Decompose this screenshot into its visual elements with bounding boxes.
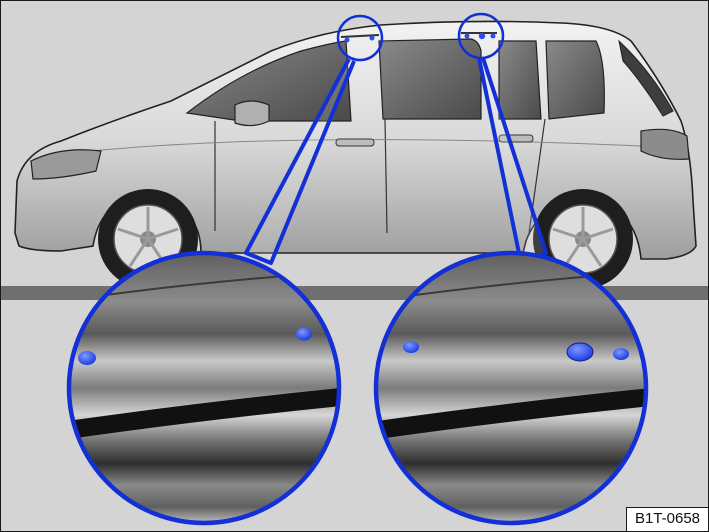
mounting-point-marker bbox=[403, 341, 419, 353]
mounting-point-marker bbox=[296, 327, 312, 341]
callout-connector-left bbox=[244, 58, 356, 265]
mounting-point-marker bbox=[613, 348, 629, 360]
car-body bbox=[14, 20, 697, 289]
mounting-point-marker bbox=[78, 351, 96, 365]
magnified-detail-left bbox=[66, 250, 342, 526]
mounting-point-marker bbox=[566, 342, 594, 362]
magnified-detail-right bbox=[373, 250, 649, 526]
figure-code: B1T-0658 bbox=[625, 507, 708, 531]
roof-callout-left bbox=[336, 14, 384, 62]
